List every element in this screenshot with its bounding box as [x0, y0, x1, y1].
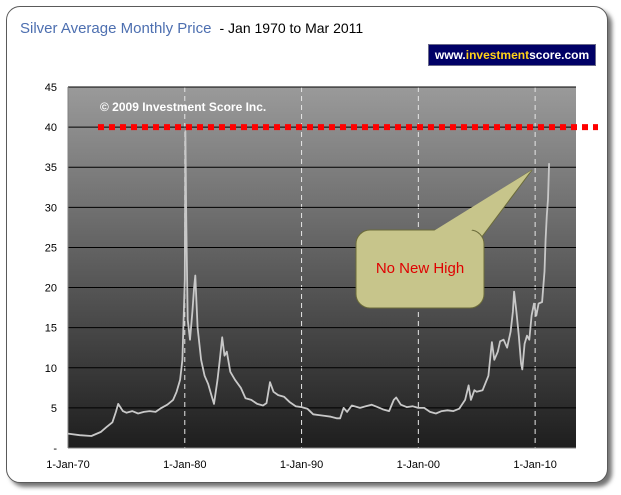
badge-suffix: score.com	[529, 48, 590, 62]
chart-title: Silver Average Monthly Price - Jan 1970 t…	[20, 20, 363, 37]
website-badge: www.investmentscore.com	[428, 44, 596, 66]
badge-prefix: www.	[434, 48, 466, 62]
x-tick-label: 1-Jan-10	[513, 459, 556, 471]
x-tick-label: 1-Jan-80	[163, 459, 206, 471]
y-tick-label: 20	[45, 283, 57, 295]
y-tick-label: -	[53, 443, 57, 455]
x-tick-labels: 1-Jan-70 1-Jan-80 1-Jan-90 1-Jan-00 1-Jan-10	[46, 459, 557, 471]
y-tick-label: 5	[51, 403, 57, 415]
x-tick-label: 1-Jan-70	[46, 459, 89, 471]
y-tick-label: 15	[45, 323, 57, 335]
chart-title-main: Silver Average Monthly Price	[20, 20, 212, 37]
chart-subtitle: - Jan 1970 to Mar 2011	[219, 20, 364, 36]
silver-price-line	[67, 130, 550, 437]
annotation-text: No New High	[376, 260, 464, 277]
y-tick-label: 25	[45, 242, 57, 254]
plot-area	[68, 87, 576, 448]
x-tick-label: 1-Jan-00	[397, 459, 440, 471]
annotation-callout: No New High	[355, 169, 533, 309]
copyright-text: © 2009 Investment Score Inc.	[100, 100, 266, 114]
badge-highlight: investment	[465, 48, 530, 62]
y-tick-label: 10	[45, 363, 57, 375]
y-tick-label: 35	[45, 162, 57, 174]
y-tick-label: 40	[45, 122, 57, 134]
callout-pointer-joint	[432, 170, 532, 232]
y-tick-labels: - 5 10 15 20 25 30 35 40 45	[45, 82, 58, 455]
y-tick-label: 45	[45, 82, 57, 94]
horizontal-gridlines	[68, 86, 576, 409]
x-tick-label: 1-Jan-90	[280, 459, 323, 471]
callout-box	[355, 229, 485, 309]
y-tick-label: 30	[45, 202, 57, 214]
